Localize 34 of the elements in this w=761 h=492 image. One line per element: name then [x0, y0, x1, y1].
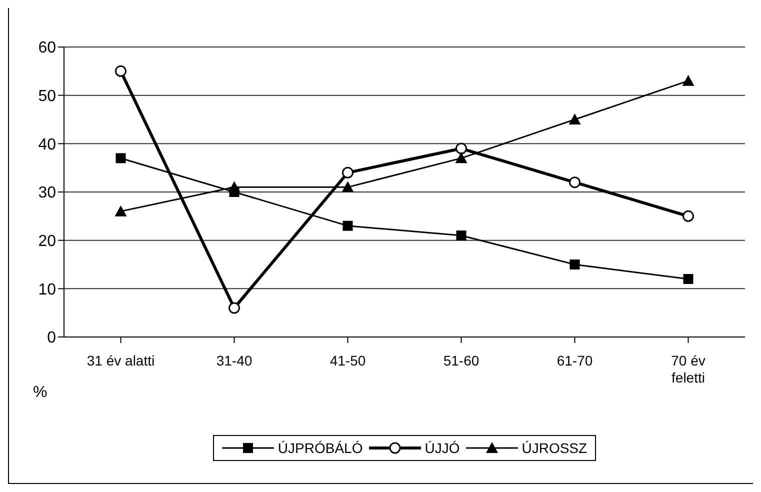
y-tick-label: 50	[38, 88, 56, 106]
point	[455, 152, 468, 164]
point	[683, 274, 694, 284]
point	[228, 302, 240, 314]
point	[228, 181, 240, 192]
x-tick-label: 31 év alatti	[86, 352, 155, 369]
point	[456, 142, 467, 154]
legend-label: ÚJJÓ	[424, 440, 460, 456]
y-tick-label: 30	[38, 184, 56, 202]
point	[570, 260, 580, 270]
point	[456, 230, 466, 240]
y-tick-label: 10	[38, 281, 56, 298]
x-tick-label: 70 év feletti	[671, 352, 706, 386]
x-tick-label: 51-60	[443, 352, 480, 369]
y-tick-label: 40	[38, 136, 56, 154]
x-tick-label: 31-40	[216, 352, 252, 369]
point	[115, 65, 126, 77]
point	[114, 205, 127, 216]
point	[342, 166, 354, 178]
point	[342, 220, 353, 231]
y-tick-label: 0	[47, 330, 56, 347]
point	[682, 210, 694, 222]
point	[342, 181, 354, 192]
point	[682, 74, 694, 86]
y-tick-label: 60	[38, 40, 56, 57]
x-tick-label: 41-50	[330, 352, 366, 369]
x-tick-label: 61-70	[556, 352, 593, 369]
point	[569, 176, 580, 188]
y-axis-title: %	[33, 384, 48, 402]
y-tick-label: 20	[38, 233, 56, 250]
legend-label: ÚJPRÓBÁLÓ	[278, 440, 363, 456]
legend-label: ÚJROSSZ	[522, 440, 588, 456]
point	[568, 114, 581, 124]
point	[116, 153, 126, 164]
